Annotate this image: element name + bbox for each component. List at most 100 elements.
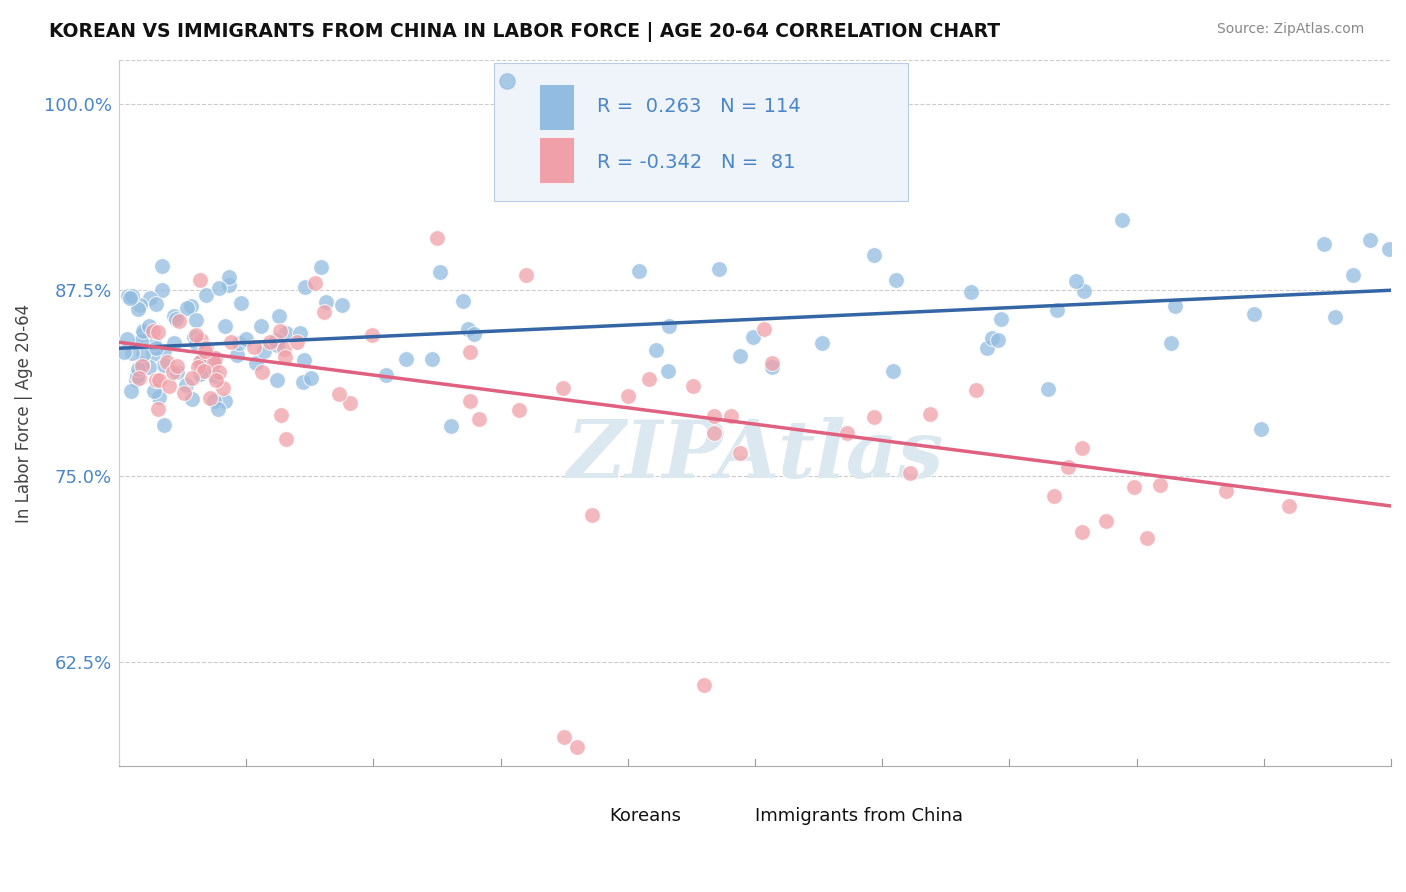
- Point: [1064, 274, 1087, 288]
- Point: [121, 289, 143, 303]
- Point: [148, 402, 170, 417]
- Point: [299, 371, 322, 385]
- Point: [219, 334, 242, 349]
- Point: [141, 324, 163, 338]
- Point: [266, 338, 288, 352]
- Point: [990, 311, 1012, 326]
- Point: [429, 265, 451, 279]
- Point: [208, 280, 231, 294]
- Point: [245, 356, 267, 370]
- Point: [882, 364, 904, 378]
- Text: Source: ZipAtlas.com: Source: ZipAtlas.com: [1216, 22, 1364, 37]
- Point: [150, 259, 173, 273]
- Point: [269, 324, 291, 338]
- Point: [120, 384, 142, 398]
- Point: [1136, 532, 1159, 546]
- Point: [960, 285, 983, 299]
- Point: [458, 394, 481, 409]
- Point: [463, 326, 485, 341]
- Point: [173, 385, 195, 400]
- Point: [987, 334, 1010, 348]
- Point: [1070, 524, 1092, 539]
- Point: [132, 324, 155, 338]
- Point: [1056, 459, 1078, 474]
- Point: [1036, 382, 1059, 396]
- Point: [1313, 237, 1336, 252]
- Point: [314, 305, 336, 319]
- Point: [204, 368, 226, 383]
- Point: [627, 264, 650, 278]
- Point: [187, 360, 209, 375]
- Point: [1164, 299, 1187, 313]
- Point: [339, 396, 361, 410]
- Point: [752, 322, 775, 336]
- Point: [1122, 479, 1144, 493]
- Point: [311, 260, 333, 274]
- Point: [288, 326, 311, 340]
- Point: [292, 375, 315, 389]
- Point: [976, 341, 998, 355]
- Point: [1149, 478, 1171, 492]
- Point: [218, 269, 240, 284]
- Point: [207, 401, 229, 416]
- Point: [693, 677, 716, 691]
- Point: [194, 344, 217, 359]
- Point: [148, 390, 170, 404]
- Point: [728, 350, 751, 364]
- Point: [214, 393, 236, 408]
- Point: [863, 409, 886, 424]
- Point: [1095, 514, 1118, 528]
- Point: [375, 368, 398, 383]
- Point: [420, 351, 443, 366]
- Point: [451, 293, 474, 308]
- Point: [918, 407, 941, 421]
- Point: [142, 347, 165, 361]
- Text: Immigrants from China: Immigrants from China: [755, 807, 963, 825]
- Point: [259, 335, 281, 350]
- Point: [1046, 303, 1069, 318]
- Point: [226, 348, 249, 362]
- Point: [202, 393, 225, 408]
- Point: [553, 730, 575, 744]
- Point: [127, 301, 149, 316]
- Point: [315, 295, 337, 310]
- Point: [117, 288, 139, 302]
- Point: [139, 292, 162, 306]
- Point: [153, 344, 176, 359]
- Point: [153, 418, 176, 433]
- Point: [166, 365, 188, 379]
- Point: [142, 335, 165, 350]
- FancyBboxPatch shape: [495, 63, 908, 201]
- Point: [1111, 213, 1133, 227]
- Point: [1243, 307, 1265, 321]
- Point: [120, 291, 142, 305]
- FancyBboxPatch shape: [538, 137, 575, 183]
- Point: [266, 373, 288, 387]
- Point: [637, 372, 659, 386]
- Point: [148, 373, 170, 387]
- Point: [294, 280, 316, 294]
- Point: [252, 365, 274, 379]
- Point: [193, 364, 215, 378]
- Point: [188, 273, 211, 287]
- Point: [1160, 335, 1182, 350]
- Point: [163, 336, 186, 351]
- Point: [208, 365, 231, 379]
- Point: [395, 352, 418, 367]
- FancyBboxPatch shape: [538, 85, 575, 130]
- Point: [188, 368, 211, 382]
- Point: [440, 418, 463, 433]
- Point: [183, 330, 205, 344]
- Point: [884, 273, 907, 287]
- Point: [228, 335, 250, 350]
- Text: R =  0.263   N = 114: R = 0.263 N = 114: [598, 97, 801, 117]
- Point: [176, 301, 198, 315]
- Point: [204, 351, 226, 365]
- Point: [458, 344, 481, 359]
- Point: [121, 346, 143, 360]
- Point: [128, 371, 150, 385]
- Point: [703, 409, 725, 424]
- Point: [1215, 484, 1237, 499]
- Point: [457, 322, 479, 336]
- Point: [981, 331, 1004, 345]
